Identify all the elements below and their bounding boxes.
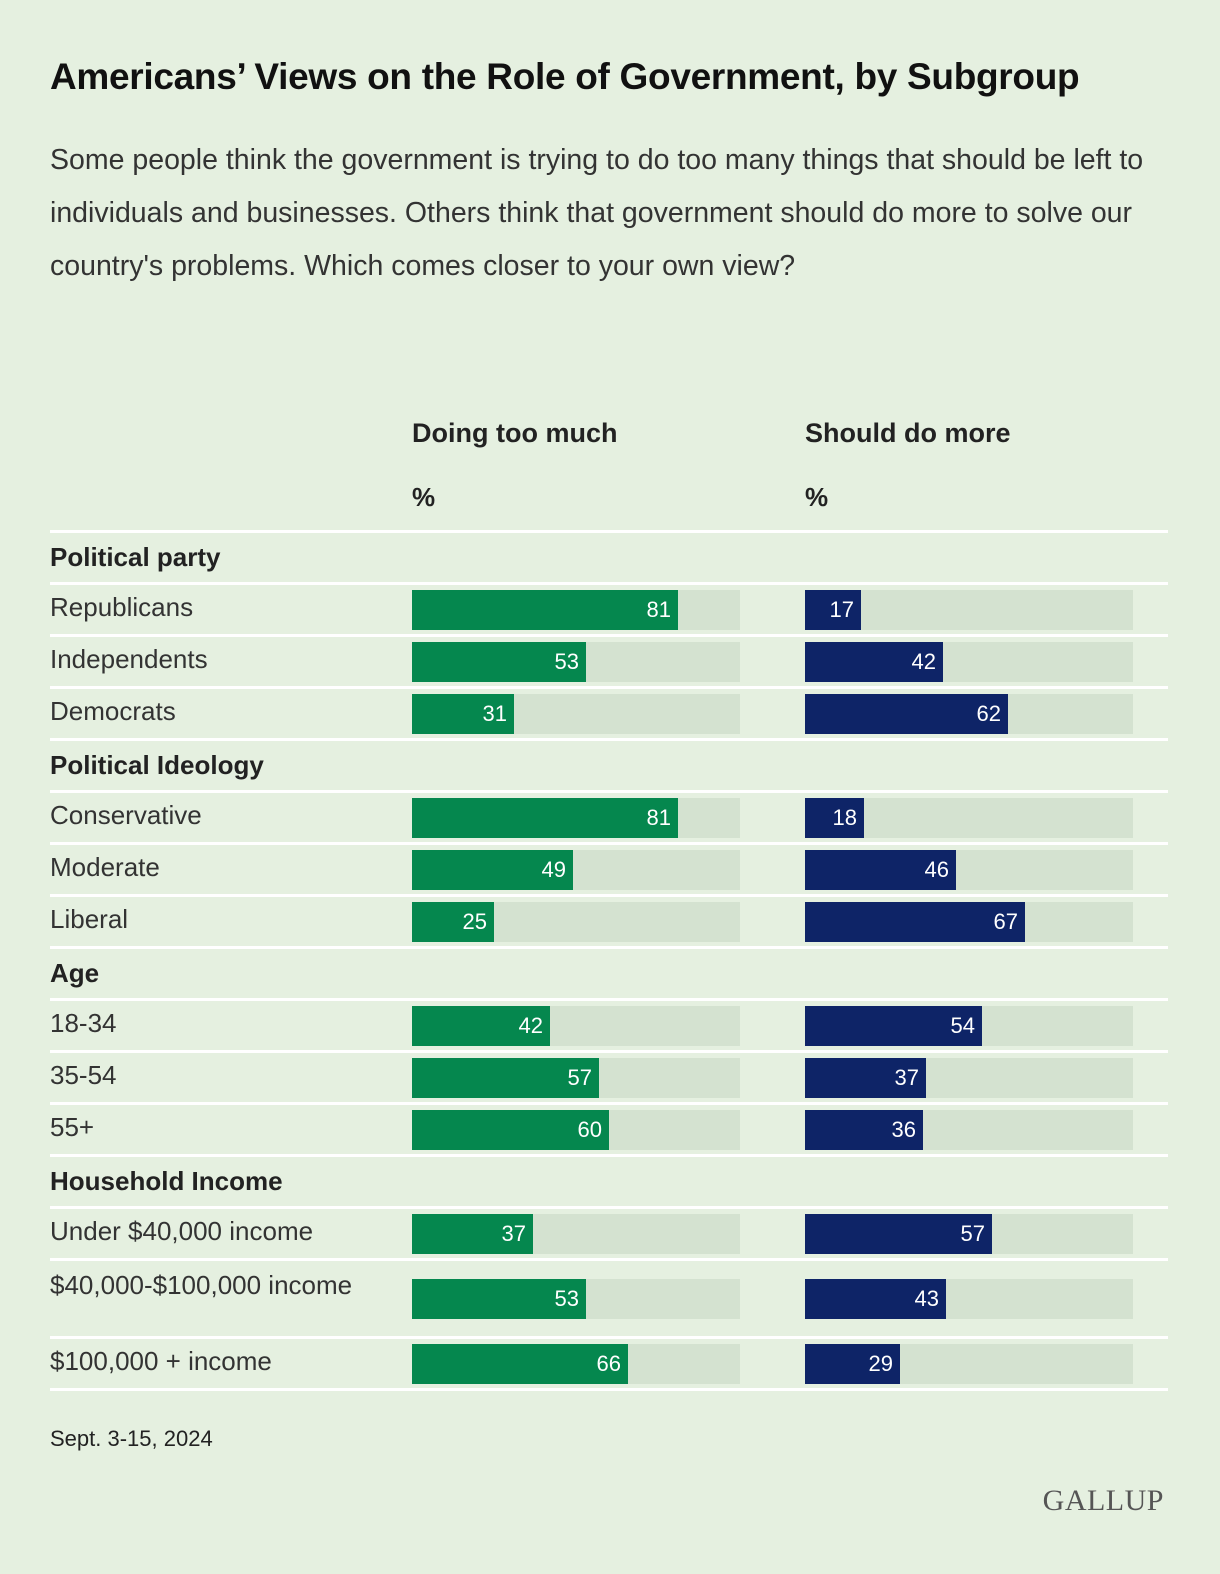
data-label-doing-too-much: 53 (554, 649, 579, 674)
divider (50, 1102, 1168, 1105)
bar-doing-too-much (412, 1110, 609, 1150)
data-label-doing-too-much: 42 (518, 1013, 543, 1038)
data-label-should-do-more: 18 (832, 805, 857, 830)
divider (50, 530, 1168, 533)
bar-doing-too-much (412, 902, 494, 942)
bar-should-do-more (805, 1214, 992, 1254)
bar-doing-too-much (412, 1214, 533, 1254)
divider (50, 1336, 1168, 1339)
data-label-should-do-more: 57 (960, 1221, 985, 1246)
bar-should-do-more (805, 590, 861, 630)
bar-should-do-more (805, 850, 956, 890)
divider (50, 894, 1168, 897)
data-label-doing-too-much: 81 (646, 597, 671, 622)
bar-doing-too-much (412, 1058, 599, 1098)
data-label-should-do-more: 36 (891, 1117, 916, 1142)
bar-should-do-more (805, 694, 1008, 734)
divider (50, 686, 1168, 689)
row-label: 35-54 (50, 1060, 117, 1090)
data-label-doing-too-much: 53 (554, 1286, 579, 1311)
column-unit-doing-too-much: % (412, 482, 436, 512)
divider (50, 790, 1168, 793)
bar-doing-too-much (412, 694, 514, 734)
data-label-doing-too-much: 57 (567, 1065, 592, 1090)
divider (50, 842, 1168, 845)
divider (50, 946, 1168, 949)
chart-subtitle: Some people think the government is tryi… (50, 144, 1144, 282)
data-label-should-do-more: 17 (829, 597, 854, 622)
divider (50, 998, 1168, 1001)
data-label-doing-too-much: 66 (596, 1351, 621, 1376)
data-label-should-do-more: 37 (894, 1065, 919, 1090)
bar-doing-too-much (412, 850, 573, 890)
row-label: 55+ (50, 1112, 95, 1142)
bar-should-do-more (805, 1006, 982, 1046)
bar-should-do-more (805, 902, 1025, 942)
data-label-doing-too-much: 60 (577, 1117, 602, 1142)
data-label-doing-too-much: 31 (482, 701, 507, 726)
bar-doing-too-much (412, 590, 678, 630)
survey-date: Sept. 3-15, 2024 (50, 1426, 213, 1451)
bar-should-do-more (805, 1110, 923, 1150)
column-header-should-do-more: Should do more (805, 418, 1011, 448)
data-label-doing-too-much: 49 (541, 857, 566, 882)
row-label: Republicans (50, 592, 194, 622)
bar-should-do-more (805, 1058, 926, 1098)
bar-should-do-more (805, 798, 864, 838)
bar-doing-too-much (412, 642, 586, 682)
row-label: Under $40,000 income (50, 1216, 314, 1246)
chart-title: Americans’ Views on the Role of Governme… (50, 56, 1080, 97)
bar-doing-too-much (412, 1344, 628, 1384)
column-header-doing-too-much: Doing too much (412, 418, 618, 448)
row-label: 18-34 (50, 1008, 117, 1038)
bar-should-do-more (805, 642, 943, 682)
data-label-should-do-more: 43 (914, 1286, 939, 1311)
data-label-should-do-more: 42 (911, 649, 936, 674)
column-unit-should-do-more: % (805, 482, 829, 512)
divider (50, 582, 1168, 585)
row-label: $40,000-$100,000 income (50, 1270, 353, 1300)
bar-should-do-more (805, 1279, 946, 1319)
group-label: Household Income (50, 1166, 283, 1196)
data-label-should-do-more: 29 (868, 1351, 893, 1376)
data-label-doing-too-much: 25 (462, 909, 487, 934)
row-label: Democrats (50, 696, 176, 726)
divider (50, 1154, 1168, 1157)
row-label: $100,000 + income (50, 1346, 272, 1376)
row-label: Independents (50, 644, 208, 674)
data-label-should-do-more: 46 (924, 857, 949, 882)
gallup-logo: GALLUP (1042, 1484, 1164, 1517)
row-label: Liberal (50, 904, 129, 934)
bar-doing-too-much (412, 798, 678, 838)
row-label: Moderate (50, 852, 160, 882)
divider (50, 738, 1168, 741)
bar-should-do-more (805, 1344, 900, 1384)
data-label-should-do-more: 67 (993, 909, 1018, 934)
data-label-should-do-more: 54 (950, 1013, 975, 1038)
bar-doing-too-much (412, 1006, 550, 1046)
data-label-doing-too-much: 81 (646, 805, 671, 830)
divider (50, 634, 1168, 637)
data-label-doing-too-much: 37 (501, 1221, 526, 1246)
divider (50, 1206, 1168, 1209)
group-label: Political party (50, 542, 221, 572)
group-label: Political Ideology (50, 750, 264, 780)
row-label: Conservative (50, 800, 202, 830)
group-label: Age (50, 958, 100, 988)
divider (50, 1050, 1168, 1053)
divider (50, 1388, 1168, 1391)
bar-doing-too-much (412, 1279, 586, 1319)
divider (50, 1258, 1168, 1261)
data-label-should-do-more: 62 (976, 701, 1001, 726)
